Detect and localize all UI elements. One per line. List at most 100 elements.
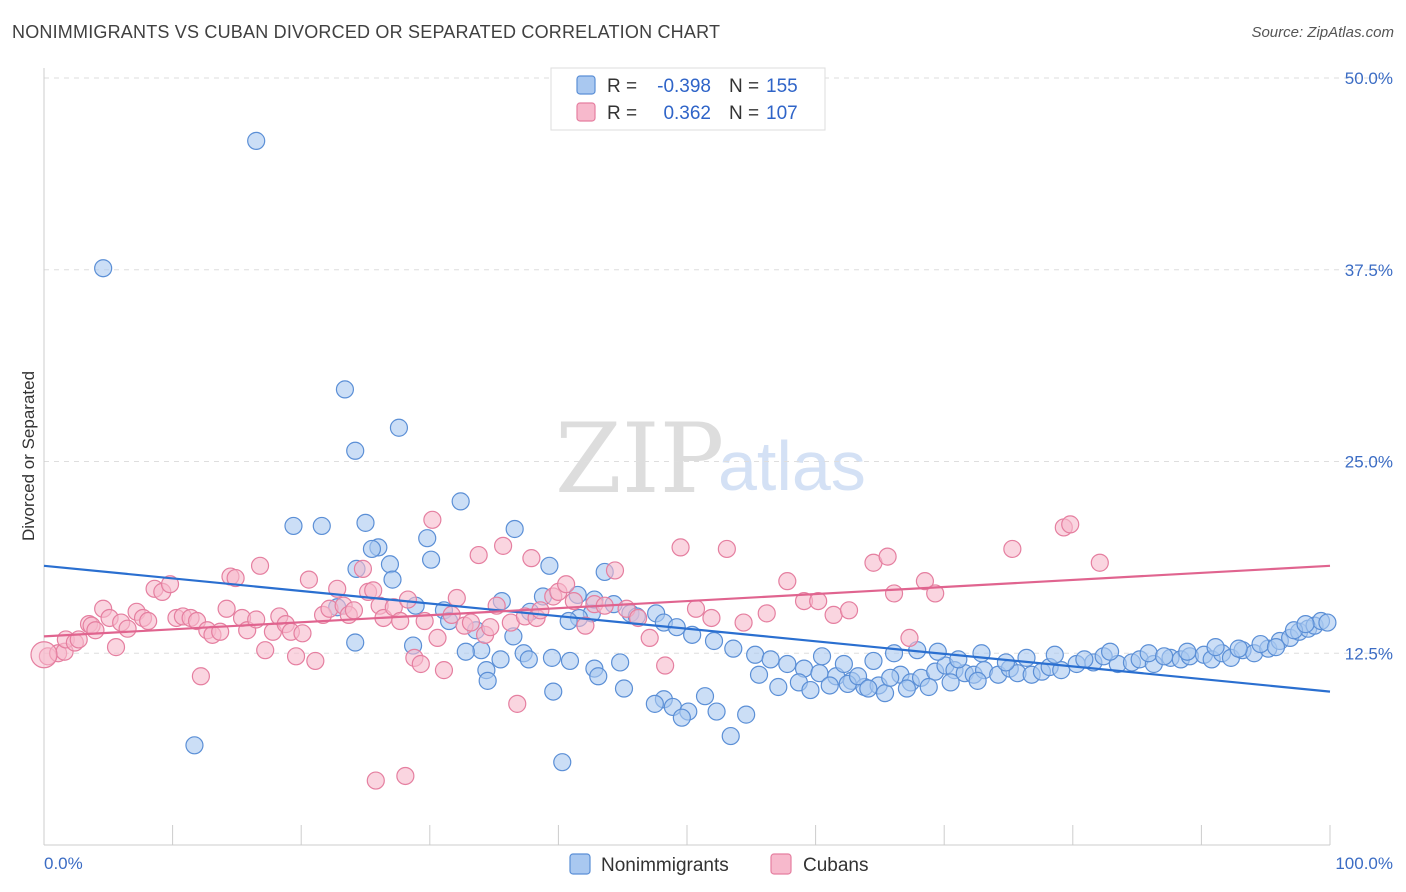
legend-box bbox=[550, 67, 826, 131]
cubans-point-107 bbox=[1003, 539, 1022, 559]
nonimmigrants-point-70 bbox=[761, 650, 780, 669]
nonimmigrants-point-38 bbox=[542, 648, 562, 667]
axes bbox=[43, 68, 1331, 846]
nonimmigrants-point-138 bbox=[1266, 638, 1286, 657]
nonimmigrants-point-13 bbox=[421, 550, 441, 569]
cubans-point-34 bbox=[250, 556, 270, 575]
legend-swatch-cubans bbox=[576, 102, 596, 122]
legend-n-value-1: 107 bbox=[766, 103, 798, 124]
nonimmigrants-point-44 bbox=[614, 679, 634, 698]
nonimmigrants-point-133 bbox=[1155, 647, 1174, 666]
legend-r-label-1: R = bbox=[607, 103, 637, 124]
nonimmigrants-point-149 bbox=[881, 668, 900, 687]
cubans-point-109 bbox=[1061, 515, 1080, 534]
nonimmigrants-point-137 bbox=[1251, 634, 1270, 654]
y-tick-label-1: 25.0% bbox=[1345, 453, 1393, 472]
cubans-point-74 bbox=[508, 694, 527, 713]
nonimmigrants-point-118 bbox=[1318, 613, 1337, 632]
nonimmigrants-point-145 bbox=[820, 676, 839, 695]
y-tick-labels: 12.5% 25.0% 37.5% 50.0% bbox=[1345, 69, 1393, 663]
cubans-point-11 bbox=[106, 638, 126, 657]
nonimmigrants-point-30 bbox=[346, 633, 365, 652]
nonimmigrants-point-78 bbox=[875, 684, 895, 703]
nonimmigrants-point-119 bbox=[812, 647, 832, 666]
nonimmigrants-point-51 bbox=[707, 702, 726, 721]
y-tick-label-3: 50.0% bbox=[1345, 69, 1393, 88]
nonimmigrants-point-71 bbox=[778, 654, 797, 674]
cubans-point-42 bbox=[299, 570, 319, 589]
nonimmigrants-point-126 bbox=[972, 644, 991, 663]
legend-n-label-1: N = bbox=[729, 103, 759, 124]
nonimmigrants-point-52 bbox=[672, 708, 691, 727]
nonimmigrants-point-2 bbox=[335, 380, 355, 399]
cubans-point-111 bbox=[366, 771, 385, 790]
cubans-point-19 bbox=[160, 575, 180, 594]
cubans-point-105 bbox=[915, 572, 935, 591]
nonimmigrants-point-4 bbox=[346, 441, 365, 460]
cubans-point-91 bbox=[686, 599, 706, 618]
nonimmigrants-point-8 bbox=[356, 513, 375, 532]
cubans-point-41 bbox=[293, 624, 312, 643]
cubans-point-67 bbox=[461, 613, 481, 632]
nonimmigrants-point-43 bbox=[478, 671, 497, 690]
cubans-point-30 bbox=[226, 568, 245, 588]
cubans-point-43 bbox=[306, 651, 325, 671]
cubans-point-100 bbox=[839, 601, 859, 620]
cubans-point-89 bbox=[656, 656, 675, 675]
legend-n-label-0: N = bbox=[729, 76, 759, 97]
bottom-legend-label-cubans: Cubans bbox=[803, 855, 869, 876]
cubans-point-72 bbox=[494, 536, 513, 555]
nonimmigrants-point-68 bbox=[724, 639, 743, 658]
nonimmigrants-point-128 bbox=[1017, 648, 1036, 667]
cubans-point-98 bbox=[809, 591, 828, 611]
cubans-point-63 bbox=[434, 661, 454, 680]
cubans-point-16 bbox=[139, 611, 158, 631]
nonimmigrants-point-1 bbox=[94, 259, 113, 278]
cubans-point-50 bbox=[353, 559, 373, 578]
cubans-point-93 bbox=[717, 539, 736, 559]
nonimmigrants-point-33 bbox=[456, 642, 475, 661]
cubans-point-13 bbox=[118, 619, 137, 638]
nonimmigrants-point-17 bbox=[383, 570, 402, 589]
cubans-point-76 bbox=[522, 549, 541, 568]
nonimmigrants-point-147 bbox=[848, 667, 868, 686]
cubans-point-102 bbox=[878, 547, 897, 566]
legend-r-label-0: R = bbox=[607, 76, 637, 97]
cubans-point-95 bbox=[757, 604, 776, 623]
nonimmigrants-point-54 bbox=[721, 726, 740, 746]
nonimmigrants-point-153 bbox=[968, 671, 987, 690]
cubans-point-106 bbox=[926, 584, 945, 603]
nonimmigrants-point-131 bbox=[1100, 642, 1120, 661]
nonimmigrants-point-39 bbox=[560, 651, 580, 671]
cubans-point-56 bbox=[391, 611, 410, 631]
nonimmigrants-point-37 bbox=[519, 650, 538, 669]
x-tick-label-1: 100.0% bbox=[1335, 854, 1393, 873]
y-tick-label-2: 37.5% bbox=[1345, 261, 1393, 280]
cubans-point-68 bbox=[469, 545, 488, 565]
nonimmigrants-trend-line bbox=[43, 564, 1331, 693]
cubans-point-80 bbox=[557, 575, 576, 594]
bottom-legend-swatch-cubans bbox=[770, 853, 792, 875]
nonimmigrants-point-10 bbox=[418, 529, 437, 548]
cubans-point-99 bbox=[824, 605, 843, 625]
nonimmigrants-point-150 bbox=[897, 679, 917, 698]
cubans-point-94 bbox=[734, 613, 753, 632]
legend-r-value-0: -0.398 bbox=[657, 76, 711, 97]
cubans-point-103 bbox=[884, 584, 904, 603]
cubans-point-59 bbox=[411, 654, 430, 674]
nonimmigrants-point-140 bbox=[1296, 615, 1315, 634]
x-tick-label-0: 0.0% bbox=[44, 854, 83, 873]
x-tick-labels: 0.0% 100.0% bbox=[44, 854, 1393, 873]
cubans-point-92 bbox=[702, 608, 721, 628]
nonimmigrants-point-55 bbox=[185, 736, 204, 755]
nonimmigrants-point-32 bbox=[472, 641, 491, 660]
nonimmigrants-point-141 bbox=[749, 665, 769, 684]
cubans-point-49 bbox=[344, 601, 364, 620]
cubans-point-57 bbox=[398, 590, 418, 609]
cubans-point-90 bbox=[671, 538, 690, 557]
cubans-point-8 bbox=[86, 621, 105, 640]
cubans-point-85 bbox=[605, 561, 625, 580]
cubans-point-87 bbox=[629, 608, 648, 628]
cubans-point-110 bbox=[1090, 553, 1109, 572]
nonimmigrants-point-26 bbox=[559, 611, 578, 631]
